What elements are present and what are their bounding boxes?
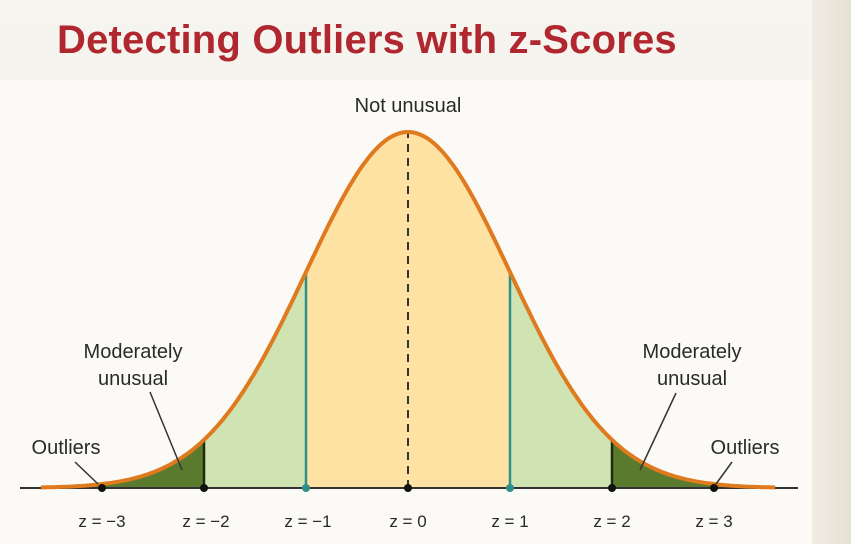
- tick-label-z-3: z = 3: [695, 512, 732, 531]
- tick-dot: [710, 484, 718, 492]
- tick-label-z-minus-2: z = −2: [182, 512, 229, 531]
- tick-dot: [506, 484, 514, 492]
- background-strip: [812, 0, 851, 544]
- label-outliers-right: Outliers: [711, 437, 780, 459]
- tick-label-z-minus-1: z = −1: [284, 512, 331, 531]
- outlier-region-left: [40, 439, 204, 488]
- not-unusual-region: [306, 132, 510, 488]
- tick-markers: [98, 484, 718, 492]
- label-moderately-unusual-left-line2: unusual: [98, 368, 168, 390]
- pointer-moderately-unusual-right: [639, 392, 677, 471]
- tick-label-z-0: z = 0: [389, 512, 426, 531]
- label-not-unusual: Not unusual: [355, 95, 462, 117]
- tick-dot: [98, 484, 106, 492]
- label-moderately-unusual-left-line1: Moderately: [84, 341, 183, 363]
- pointer-outliers-right: [715, 461, 733, 485]
- normal-curve: [40, 130, 776, 490]
- pointer-moderately-unusual-left: [149, 391, 183, 471]
- tick-label-z-1: z = 1: [491, 512, 528, 531]
- tick-dot: [404, 484, 412, 492]
- tick-label-z-minus-3: z = −3: [78, 512, 125, 531]
- label-moderately-unusual-right-line1: Moderately: [643, 341, 742, 363]
- outlier-region-right: [612, 439, 776, 488]
- pointer-outliers-left: [74, 461, 99, 485]
- tick-dot: [302, 484, 310, 492]
- label-outliers-left: Outliers: [32, 437, 101, 459]
- label-moderately-unusual-right-line2: unusual: [657, 368, 727, 390]
- tick-label-z-2: z = 2: [593, 512, 630, 531]
- slide-title: Detecting Outliers with z-Scores: [57, 18, 677, 62]
- tick-dot: [608, 484, 616, 492]
- tick-dot: [200, 484, 208, 492]
